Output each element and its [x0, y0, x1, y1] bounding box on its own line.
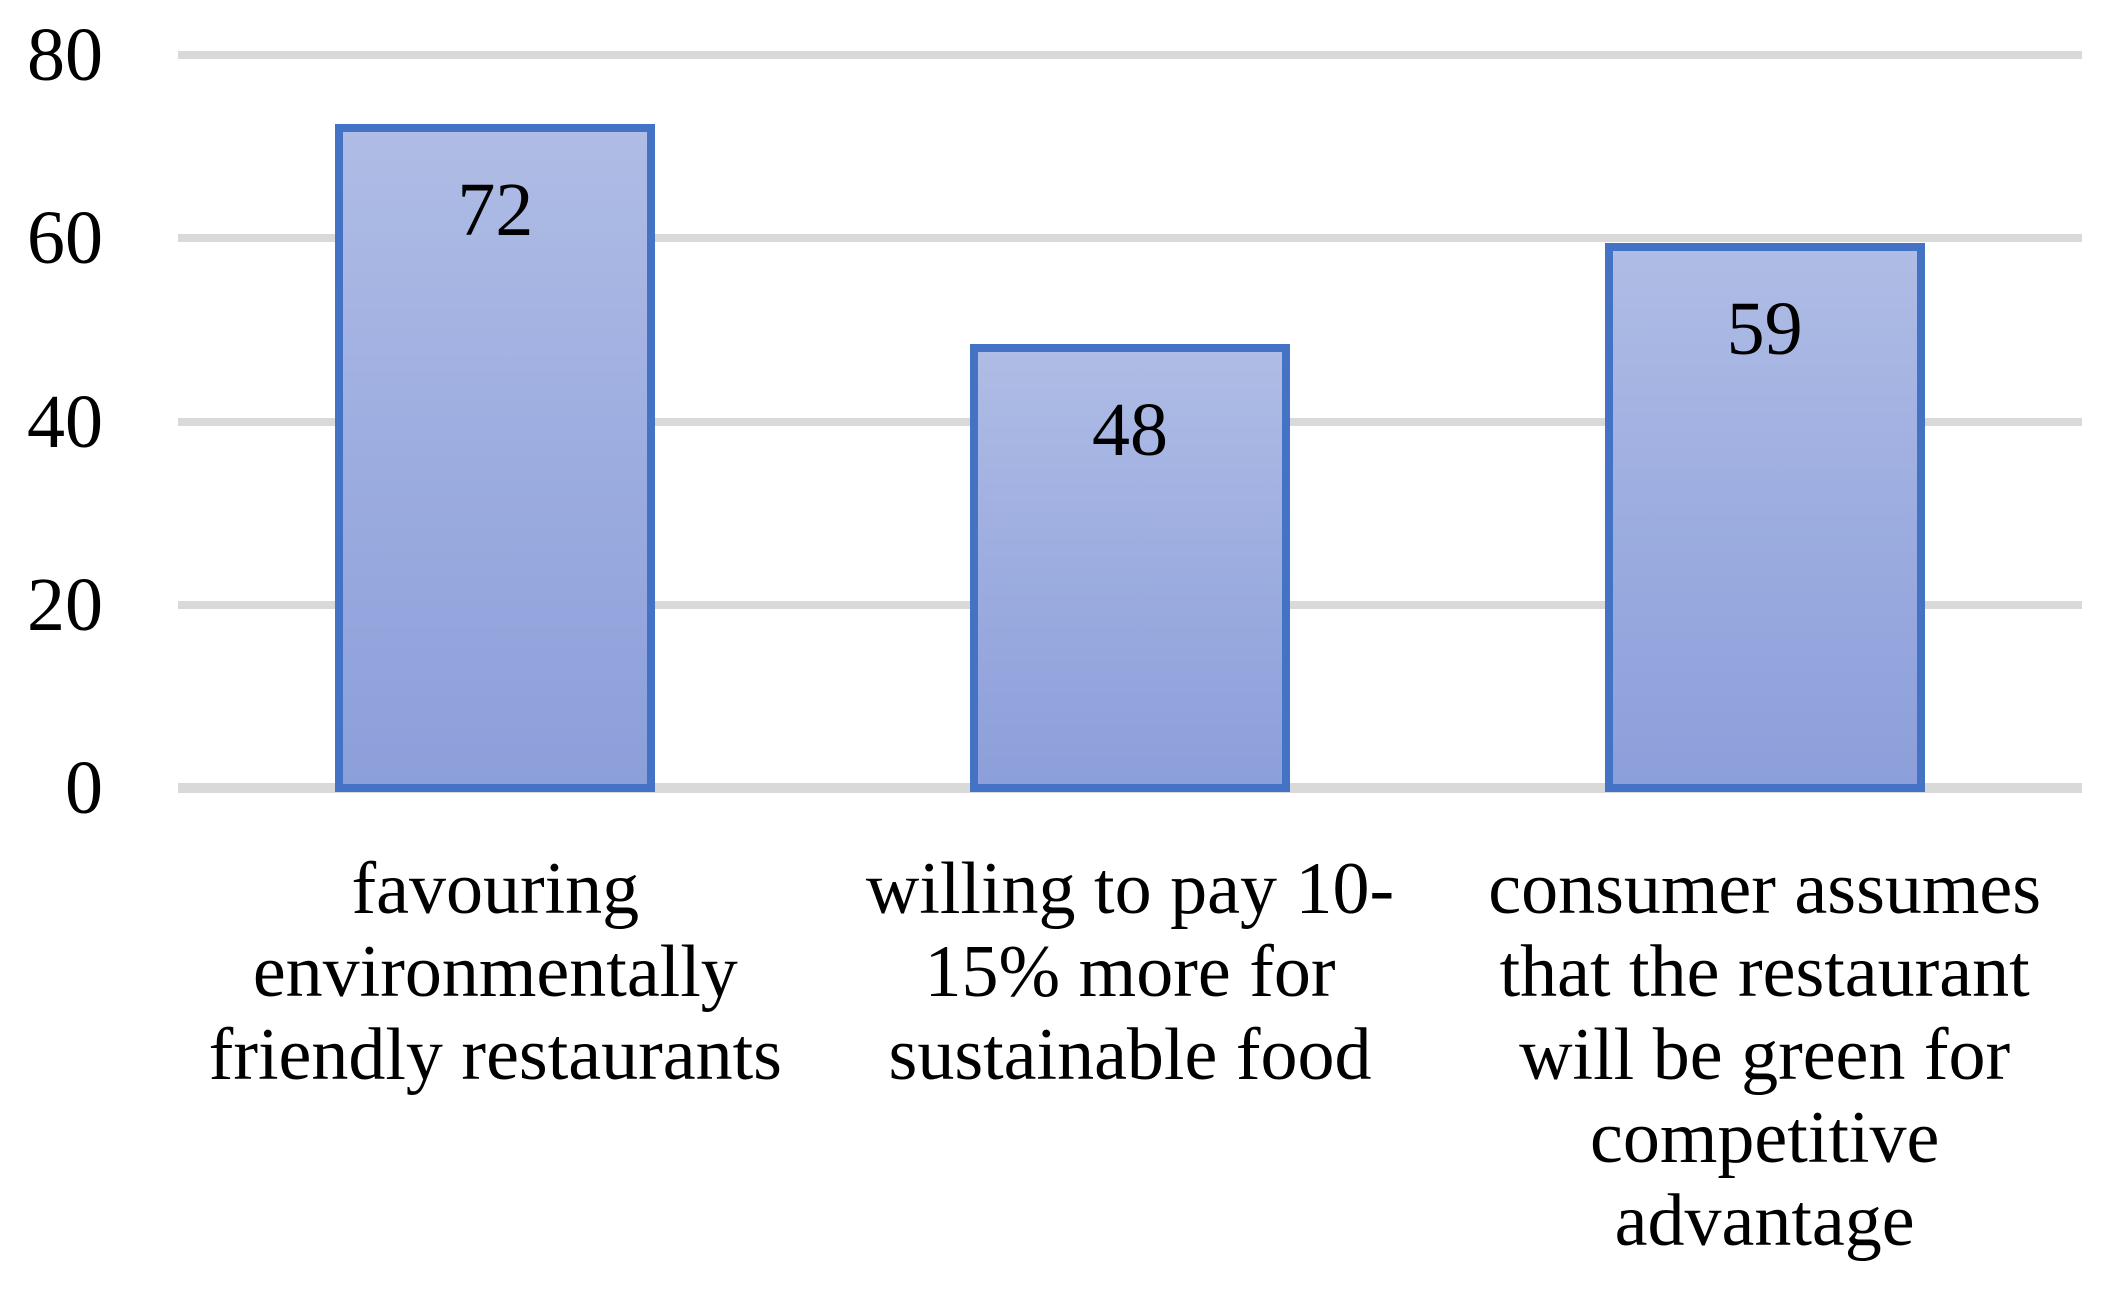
y-axis-tick-label: 40 — [27, 379, 103, 464]
bar-value-label: 48 — [1092, 388, 1168, 473]
bar-0 — [335, 124, 656, 792]
y-axis-tick-label: 80 — [27, 13, 103, 97]
gridline-80 — [178, 51, 2082, 59]
bar-2 — [1604, 243, 1925, 792]
y-axis-tick-label: 0 — [65, 746, 103, 830]
y-axis-tick-label: 60 — [27, 196, 103, 281]
bar-value-label: 59 — [1726, 287, 1803, 372]
x-axis-category-label: consumer assumes that the restaurant wil… — [1488, 848, 2042, 1262]
gridline-60 — [178, 234, 2082, 243]
x-axis-category-label: favouring environmentally friendly resta… — [208, 848, 782, 1096]
y-axis-tick-label: 20 — [27, 562, 103, 647]
bar-1 — [970, 344, 1290, 792]
x-axis-category-label: willing to pay 10- 15% more for sustaina… — [865, 848, 1395, 1096]
bar-value-label: 72 — [457, 168, 534, 253]
